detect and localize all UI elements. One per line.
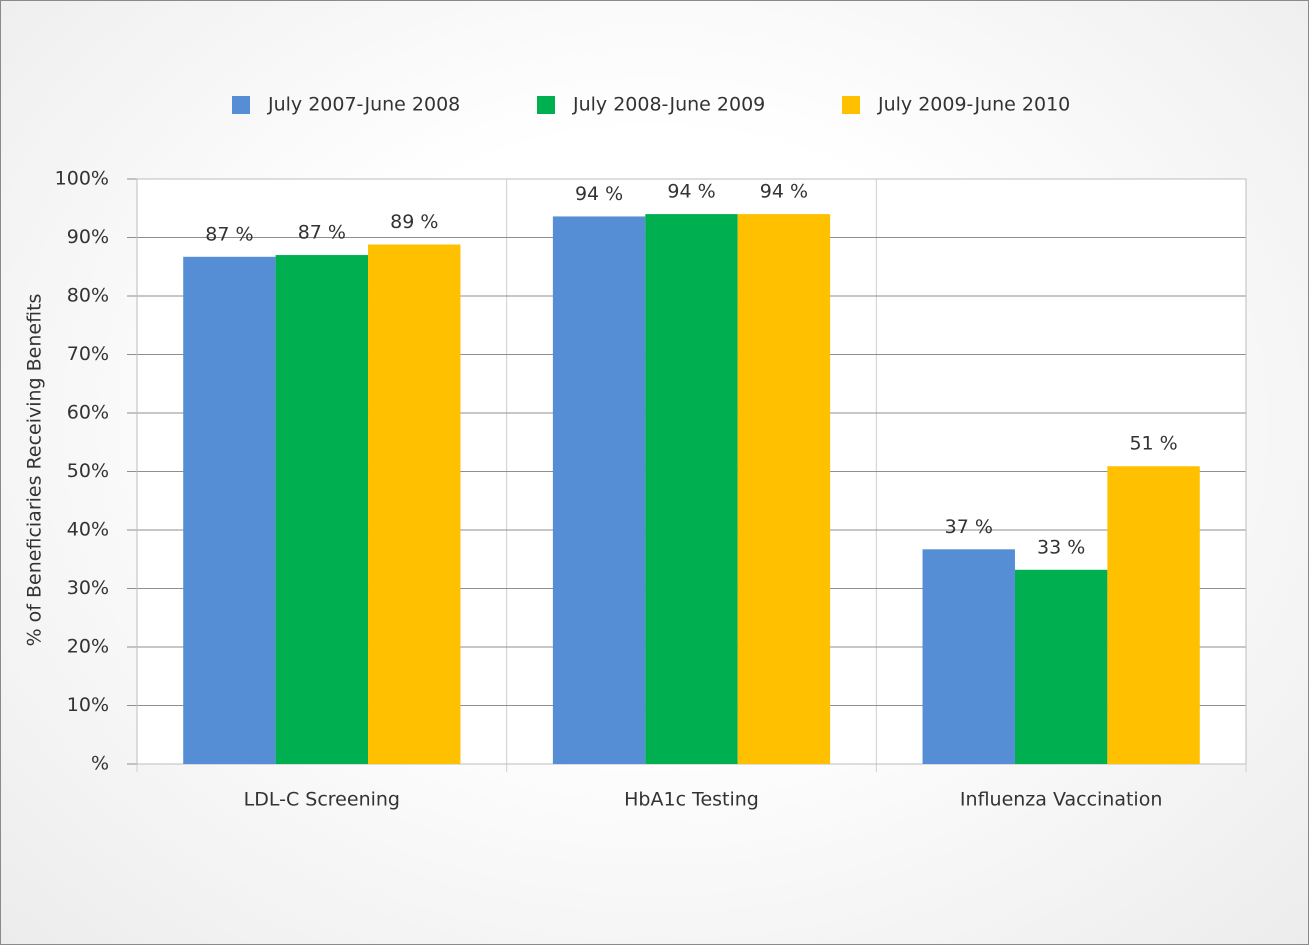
legend-label: July 2008-June 2009 [572, 94, 765, 116]
legend-swatch [842, 96, 860, 114]
legend-label: July 2009-June 2010 [877, 94, 1070, 116]
y-tick-label: 30% [67, 577, 109, 599]
y-axis-label: % of Beneficiaries Receiving Benefits [24, 294, 46, 647]
y-tick-label: 100% [55, 168, 109, 190]
x-tick-label: Influenza Vaccination [960, 789, 1162, 811]
bar [1014, 569, 1108, 764]
bar [368, 244, 461, 764]
data-label: 33 % [1037, 536, 1085, 558]
y-tick-label: 90% [67, 226, 109, 248]
data-label: 87 % [298, 222, 346, 244]
bar [1107, 466, 1200, 764]
data-label: 94 % [575, 183, 623, 205]
y-tick-label: 70% [67, 343, 109, 365]
x-tick-label: LDL-C Screening [244, 789, 400, 811]
legend-label: July 2007-June 2008 [267, 94, 460, 116]
data-label: 94 % [760, 181, 808, 203]
bar [645, 214, 738, 765]
y-tick-label: 40% [67, 519, 109, 541]
bar [183, 256, 276, 764]
data-label: 89 % [390, 211, 438, 233]
y-tick-label: 10% [67, 694, 109, 716]
y-tick-label: 50% [67, 460, 109, 482]
data-label: 51 % [1129, 433, 1177, 455]
legend-swatch [232, 96, 250, 114]
bar [552, 216, 646, 764]
legend-swatch [537, 96, 555, 114]
bar [737, 214, 831, 765]
data-label: 37 % [945, 516, 993, 538]
bar [922, 549, 1015, 764]
y-tick-label: 20% [67, 636, 109, 658]
x-tick-label: HbA1c Testing [624, 789, 759, 811]
y-tick-label: % [91, 753, 109, 775]
y-tick-label: 60% [67, 402, 109, 424]
bar [275, 255, 369, 765]
data-label: 87 % [205, 223, 253, 245]
y-tick-label: 80% [67, 285, 109, 307]
data-label: 94 % [667, 181, 715, 203]
